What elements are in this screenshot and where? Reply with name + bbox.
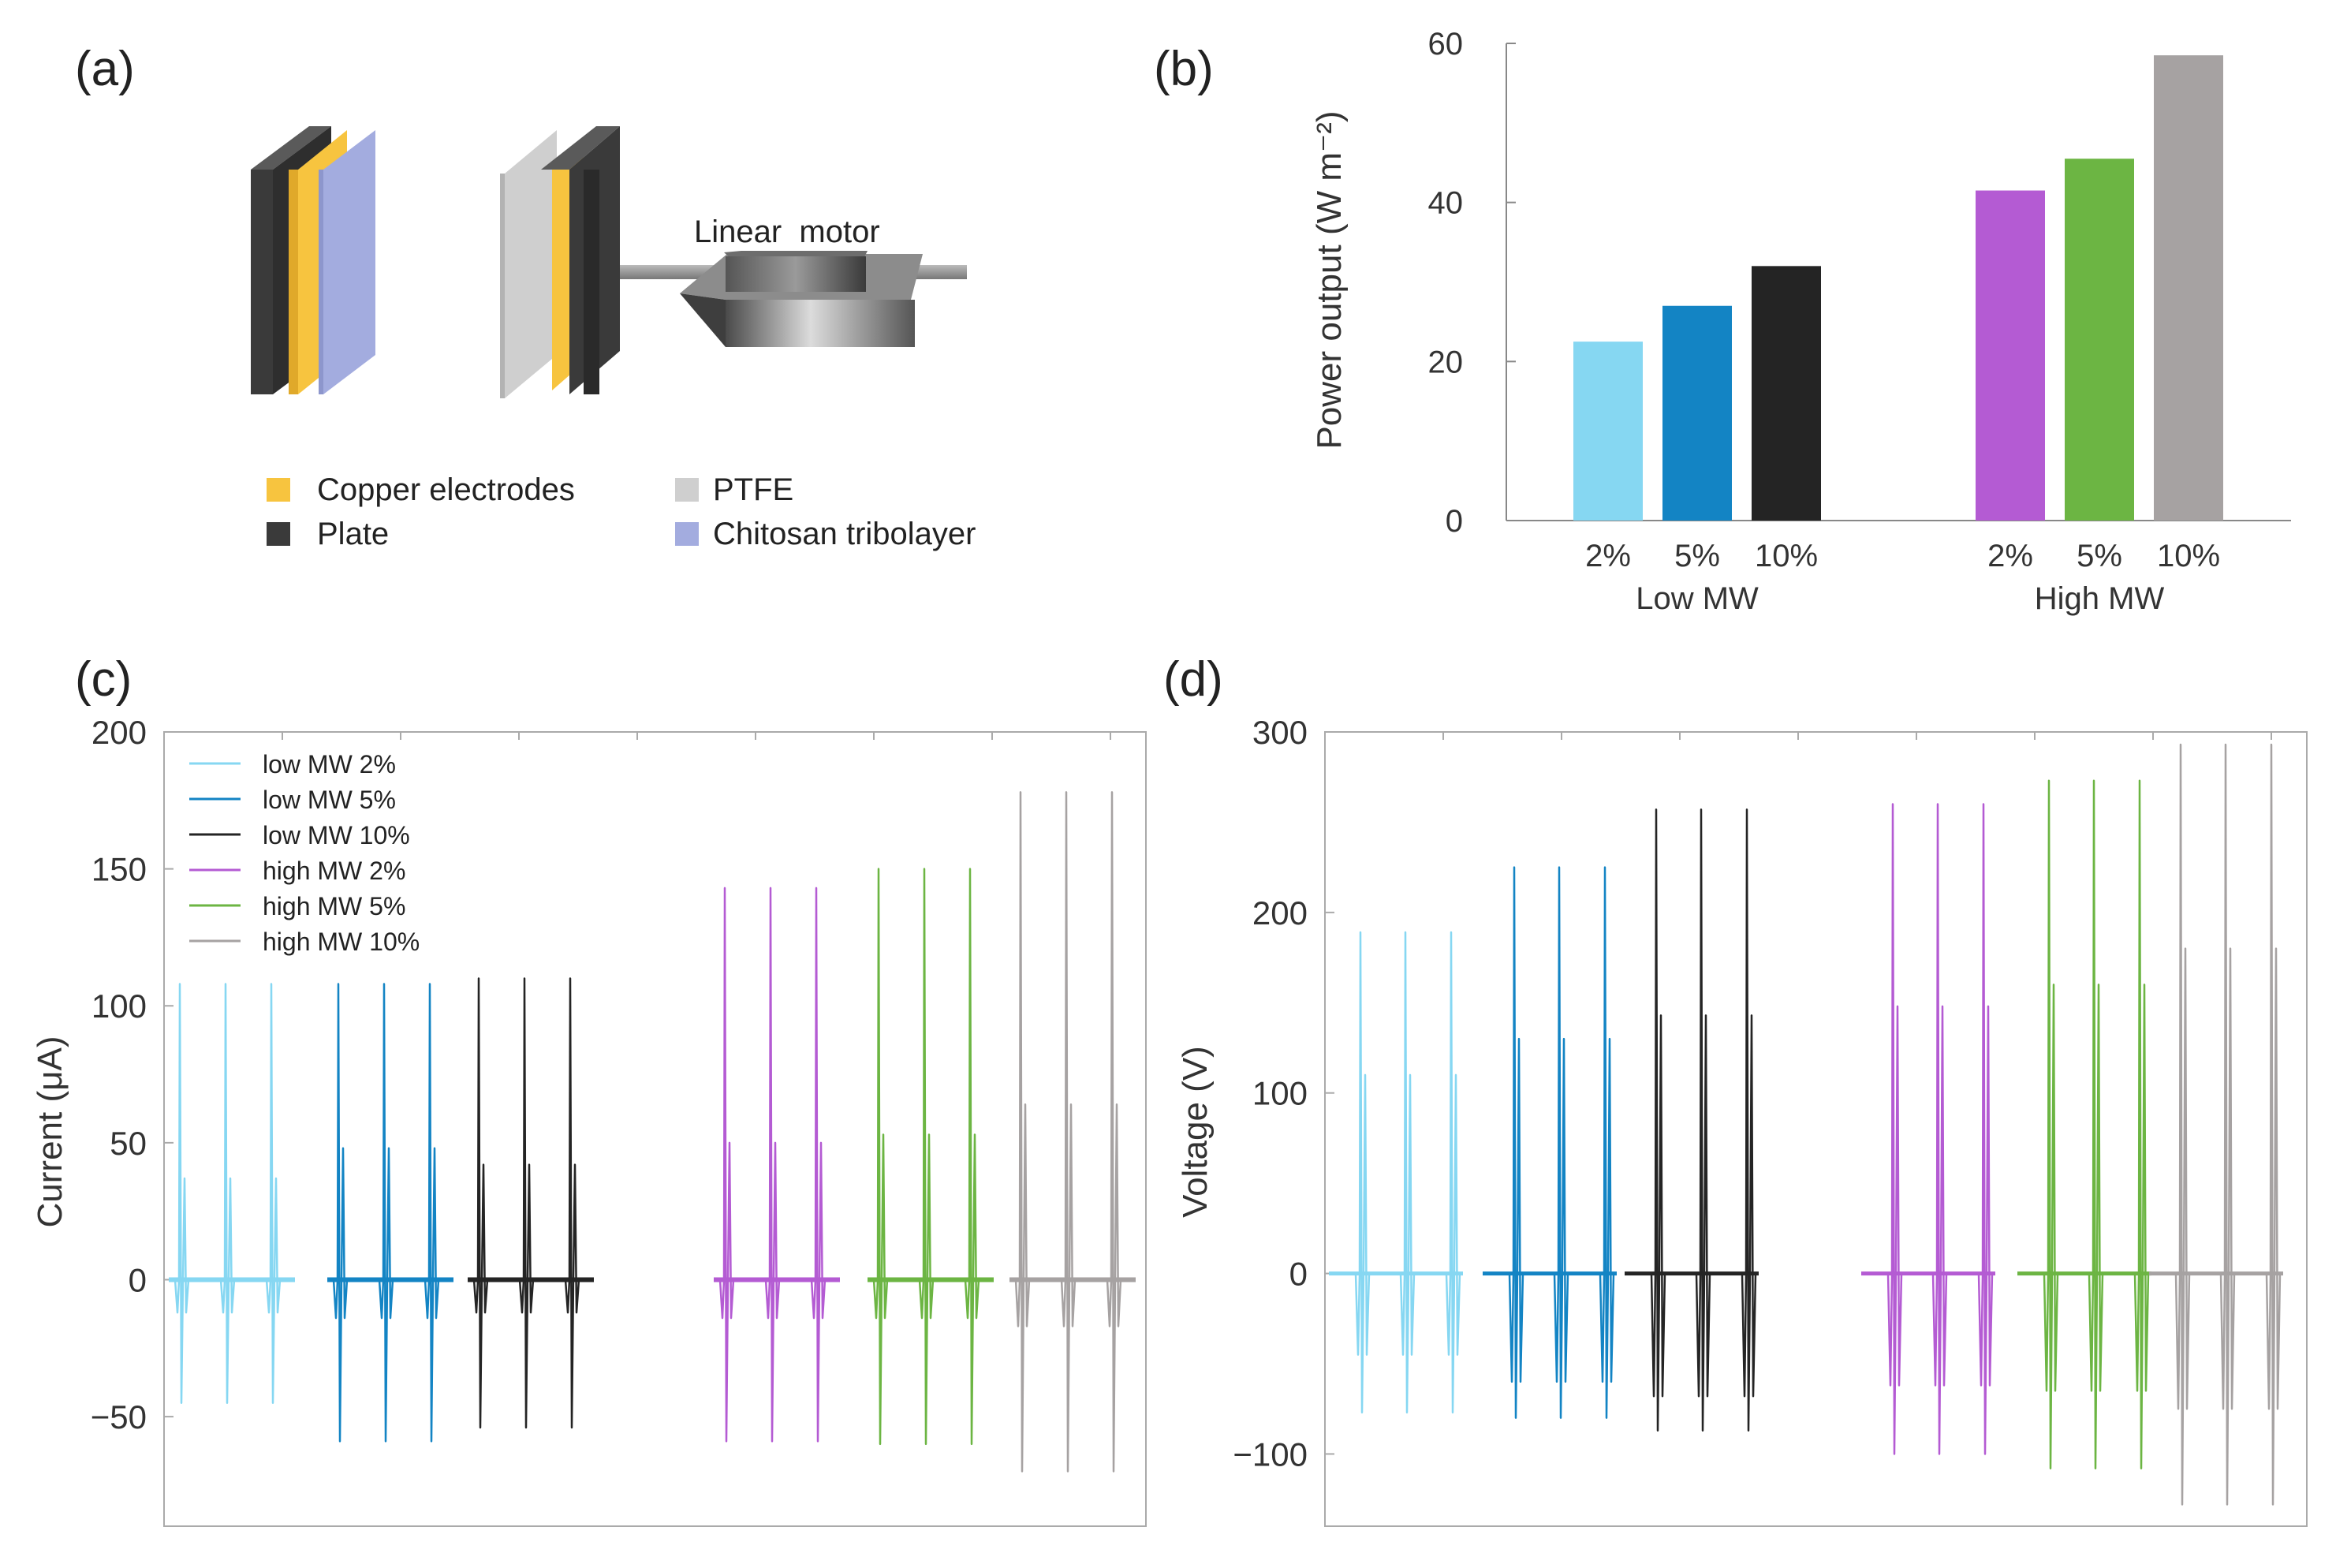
c-legend-label: high MW 10%	[263, 928, 420, 956]
panel-d-traces	[1329, 743, 2283, 1506]
c-axes-y-tick-label: 50	[110, 1125, 147, 1162]
trace-high-mw-10pct	[1009, 791, 1136, 1473]
b-y-tick-label: 20	[1428, 345, 1464, 379]
right-electrode-stack	[500, 126, 620, 398]
left-chitosan-layer-edge	[319, 170, 323, 394]
c-axes-y-tick-label: 0	[129, 1261, 147, 1298]
trace-low-mw-5pct	[327, 983, 453, 1443]
legend-label-ptfe: PTFE	[713, 472, 793, 507]
d-axes-frame	[1324, 731, 2308, 1527]
b-bar	[1573, 342, 1643, 521]
panel-a-schematic: (a) Linear motor	[75, 42, 976, 551]
b-x-tick-label: 2%	[1987, 539, 2033, 573]
c-legend-label: low MW 10%	[263, 821, 410, 849]
trace-high-mw-2pct	[714, 887, 840, 1443]
panel-d-y-axis-label: Voltage (V)	[1176, 1046, 1215, 1218]
panel-c-legend: low MW 2% low MW 5% low MW 10% high MW 2% hi…	[189, 750, 420, 956]
panel-c-label: (c)	[75, 652, 132, 707]
b-bar	[2154, 55, 2223, 521]
motor-base-front	[726, 300, 915, 347]
b-bar	[1976, 190, 2045, 521]
trace-high-mw-5pct	[868, 868, 994, 1446]
panel-d-label: (d)	[1163, 652, 1223, 707]
c-axes-y-tick-label: 100	[91, 987, 147, 1025]
d-axes-y-tick-label: 300	[1252, 714, 1308, 751]
trace-low-mw-5pct	[1483, 866, 1617, 1419]
b-x-tick-label: 5%	[1674, 539, 1720, 573]
b-x-tick-label: 5%	[2077, 539, 2122, 573]
trace-high-mw-2pct	[1861, 803, 1995, 1455]
c-legend-label: low MW 2%	[263, 750, 396, 778]
panel-c-y-axis-label: Current (μA)	[31, 1036, 69, 1228]
trace-high-mw-10pct	[2149, 743, 2283, 1506]
right-plate-top	[541, 126, 620, 170]
c-legend-label: low MW 5%	[263, 786, 396, 814]
b-y-tick-label: 40	[1428, 186, 1464, 221]
left-plate	[251, 126, 331, 170]
b-x-tick-label: 10%	[1755, 539, 1818, 573]
c-axes-frame	[163, 731, 1147, 1527]
b-bar	[1752, 266, 1821, 521]
trace-high-mw-5pct	[2017, 779, 2151, 1470]
b-x-tick-label: 2%	[1585, 539, 1631, 573]
panel-a-label: (a)	[75, 42, 135, 96]
trace-low-mw-2pct	[169, 983, 295, 1404]
panel-d-voltage-chart: (d) −100 0 100 200 300 Voltage (V)	[1163, 652, 2308, 1527]
b-bar	[2065, 159, 2134, 521]
left-copper-electrode-edge	[289, 170, 298, 394]
right-ptfe-edge	[500, 174, 505, 398]
panel-a-legend: Copper electrodes Plate PTFE Chitosan tr…	[267, 472, 976, 551]
legend-swatch-chitosan	[675, 522, 699, 546]
right-plate-front	[584, 170, 599, 394]
b-x-tick-label: 10%	[2157, 539, 2220, 573]
left-electrode-stack	[251, 126, 375, 394]
linear-motor: Linear motor	[620, 215, 967, 347]
d-axes-y-tick-label: 200	[1252, 894, 1308, 931]
d-axes-y-tick-label: 100	[1252, 1075, 1308, 1112]
panel-b-bars: 2% 5% 10%Low MW2% 5% 10%High MW	[1573, 55, 2223, 616]
trace-low-mw-2pct	[1329, 931, 1463, 1414]
trace-low-mw-10pct	[1625, 808, 1759, 1432]
c-legend-label: high MW 2%	[263, 857, 405, 885]
legend-swatch-ptfe	[675, 478, 699, 502]
motor-label: Linear motor	[694, 215, 880, 249]
motor-base-side	[680, 293, 726, 347]
b-y-tick-label: 60	[1428, 27, 1464, 62]
c-axes-y-tick-label: −50	[91, 1398, 147, 1435]
legend-label-plate: Plate	[317, 517, 389, 551]
left-plate-front	[251, 170, 273, 394]
b-y-tick-label: 0	[1446, 504, 1463, 539]
c-axes-y-tick-label: 150	[91, 851, 147, 888]
c-legend-label: high MW 5%	[263, 892, 405, 920]
right-ptfe-layer	[505, 130, 557, 398]
left-chitosan-layer	[323, 130, 375, 394]
panel-c-traces	[169, 791, 1136, 1473]
d-axes-y-tick-label: 0	[1289, 1256, 1308, 1293]
legend-label-copper: Copper electrodes	[317, 472, 575, 507]
legend-swatch-copper	[267, 478, 290, 502]
legend-label-chitosan: Chitosan tribolayer	[713, 517, 976, 551]
b-bar	[1662, 305, 1732, 521]
panel-c-axes: −50 0 50 100 150 200	[91, 714, 1147, 1527]
b-group-label: Low MW	[1636, 581, 1759, 616]
trace-low-mw-10pct	[468, 977, 594, 1429]
legend-swatch-plate	[267, 522, 290, 546]
motor-slider	[726, 256, 866, 292]
d-axes-y-tick-label: −100	[1233, 1435, 1308, 1473]
c-axes-y-tick-label: 200	[91, 714, 147, 751]
panel-d-axes: −100 0 100 200 300	[1233, 714, 2308, 1527]
panel-b-y-axis-label: Power output (W m⁻²)	[1310, 110, 1349, 449]
panel-b-label: (b)	[1154, 42, 1214, 96]
b-group-label: High MW	[2035, 581, 2165, 616]
